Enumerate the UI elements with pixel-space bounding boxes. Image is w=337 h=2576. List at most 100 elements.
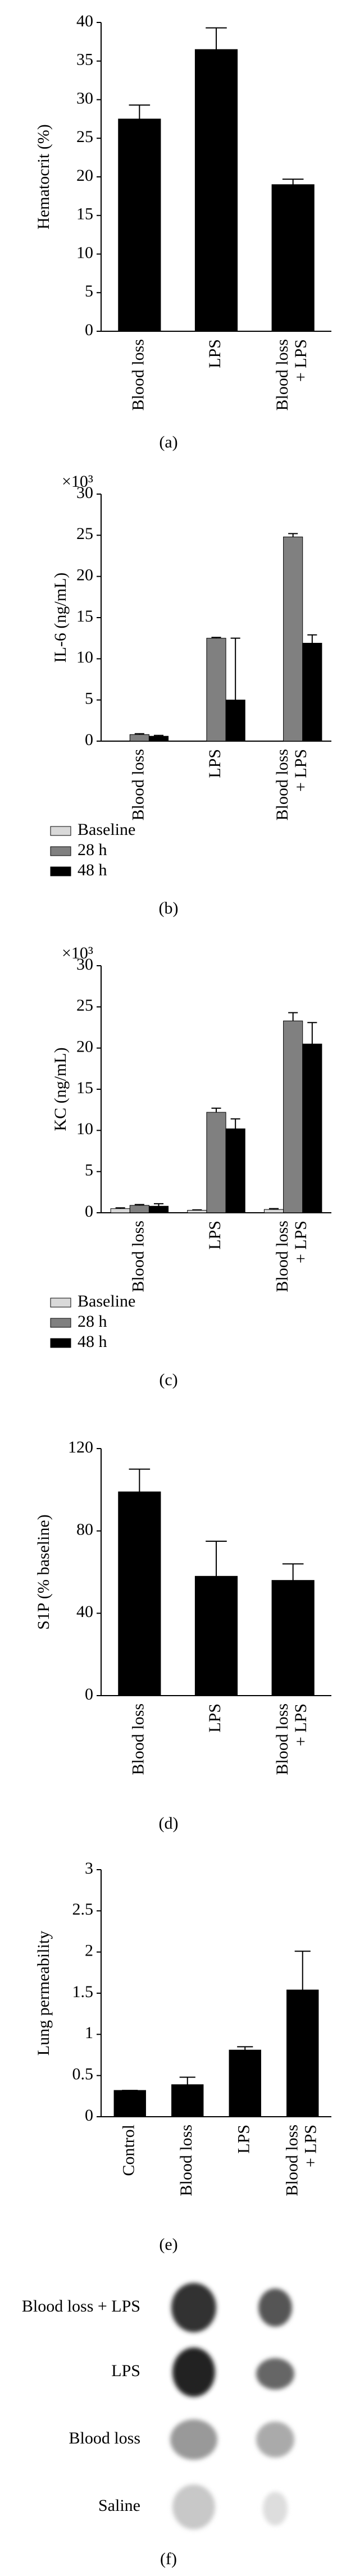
bar	[171, 2084, 204, 2117]
x-tick-label: Control	[119, 2125, 138, 2176]
error-bar	[211, 1107, 221, 1113]
y-tick-label: 0	[85, 2106, 93, 2125]
bar	[302, 1043, 322, 1213]
error-bar	[230, 637, 240, 700]
error-bar	[153, 1203, 164, 1207]
y-tick-label: 15	[76, 607, 93, 625]
error-bar	[288, 533, 298, 537]
legend-swatch	[50, 1298, 71, 1308]
legend-label: Baseline	[78, 820, 135, 839]
x-tick-label: Blood loss	[129, 749, 147, 821]
y-tick-label: 25	[76, 127, 93, 146]
y-tick-label: 5	[85, 689, 93, 708]
bar	[148, 1205, 169, 1213]
y-axis-title: Hematocrit (%)	[34, 124, 53, 229]
error-bar	[179, 2076, 195, 2085]
bar	[206, 1112, 226, 1213]
bar	[229, 2049, 261, 2117]
lung-image	[170, 2419, 217, 2460]
bar	[118, 118, 161, 332]
y-tick-label: 40	[76, 1602, 93, 1621]
x-tick-label: LPS	[234, 2125, 253, 2154]
y-tick-label: 10	[76, 648, 93, 666]
lung-image	[256, 2358, 294, 2390]
y-axis-title: IL-6 (ng/mL)	[51, 573, 70, 663]
y-tick-label: 15	[76, 1079, 93, 1097]
x-tick-label: LPS	[206, 749, 224, 778]
y-tick-label: 20	[76, 166, 93, 185]
y-tick-label: 5	[85, 1161, 93, 1180]
y-tick-label: 1.5	[72, 1983, 94, 2001]
error-bar	[206, 27, 227, 50]
y-tick-label: 30	[76, 483, 93, 502]
y-tick-label: 0	[85, 730, 93, 749]
error-bar	[192, 1209, 202, 1211]
row-label: LPS	[111, 2362, 140, 2380]
bar	[194, 49, 238, 332]
bar	[110, 1208, 130, 1213]
legend-swatch	[50, 826, 71, 836]
y-tick-label: 20	[76, 566, 93, 584]
bar	[206, 638, 226, 742]
legend-label: Baseline	[78, 1292, 135, 1310]
legend-swatch	[50, 846, 71, 856]
bar	[225, 700, 245, 742]
bar	[187, 1210, 207, 1213]
row-label: Saline	[98, 2496, 140, 2515]
y-tick-label: 35	[76, 51, 93, 69]
lung-image	[172, 2347, 215, 2397]
error-bar	[288, 1012, 298, 1021]
y-tick-label: 30	[76, 89, 93, 107]
x-tick-label: LPS	[206, 339, 224, 368]
bar	[283, 1020, 303, 1213]
bar	[129, 734, 149, 742]
legend-label: 28 h	[78, 1312, 107, 1331]
lung-image	[171, 2283, 216, 2332]
lung-blobs	[170, 2283, 294, 2529]
bar	[271, 184, 315, 332]
x-tick-label: Blood loss+ LPS	[283, 2125, 320, 2196]
panel-caption: (b)	[159, 899, 179, 917]
x-tick-label: Blood loss	[129, 1703, 147, 1775]
y-tick-label: 80	[76, 1520, 93, 1539]
x-tick-label: LPS	[206, 1703, 224, 1733]
y-tick-label: 30	[76, 955, 93, 974]
bar	[286, 1989, 319, 2117]
x-tick-label: Blood loss	[129, 339, 147, 411]
y-multiplier: ×10³	[62, 944, 93, 962]
legend-swatch	[50, 1318, 71, 1328]
error-bar	[282, 179, 304, 185]
error-bar	[211, 637, 221, 638]
error-bar	[129, 1468, 151, 1492]
lung-image	[263, 2492, 288, 2525]
legend-label: 28 h	[78, 841, 107, 859]
y-multiplier: ×10³	[62, 472, 93, 491]
legend-label: 48 h	[78, 861, 107, 879]
y-tick-label: 20	[76, 1038, 93, 1056]
bar	[271, 1580, 315, 1696]
bar	[263, 1209, 284, 1213]
error-bar	[134, 1204, 144, 1205]
y-tick-label: 3	[85, 1859, 93, 1878]
error-bar	[294, 1951, 311, 1990]
legend-swatch	[50, 1338, 71, 1348]
y-tick-label: 120	[68, 1438, 93, 1456]
panel-caption: (f)	[160, 2550, 177, 2568]
panel-caption: (d)	[159, 1814, 179, 1833]
error-bar	[230, 1118, 240, 1129]
panel-caption: (a)	[159, 433, 177, 451]
lung-image	[256, 2422, 294, 2458]
panel-caption: (e)	[159, 2235, 177, 2254]
error-bar	[282, 1563, 304, 1581]
y-tick-label: 1	[85, 2024, 93, 2042]
y-tick-label: 0.5	[72, 2065, 94, 2084]
x-tick-label: Blood loss	[177, 2125, 195, 2196]
y-tick-label: 2.5	[72, 1900, 94, 1919]
lung-image	[172, 2484, 215, 2529]
y-tick-label: 15	[76, 205, 93, 223]
error-bar	[237, 2046, 253, 2050]
y-tick-label: 10	[76, 243, 93, 262]
row-label: Blood loss + LPS	[22, 2297, 140, 2315]
error-bar	[129, 104, 151, 119]
y-axis-title: KC (ng/mL)	[51, 1047, 70, 1131]
